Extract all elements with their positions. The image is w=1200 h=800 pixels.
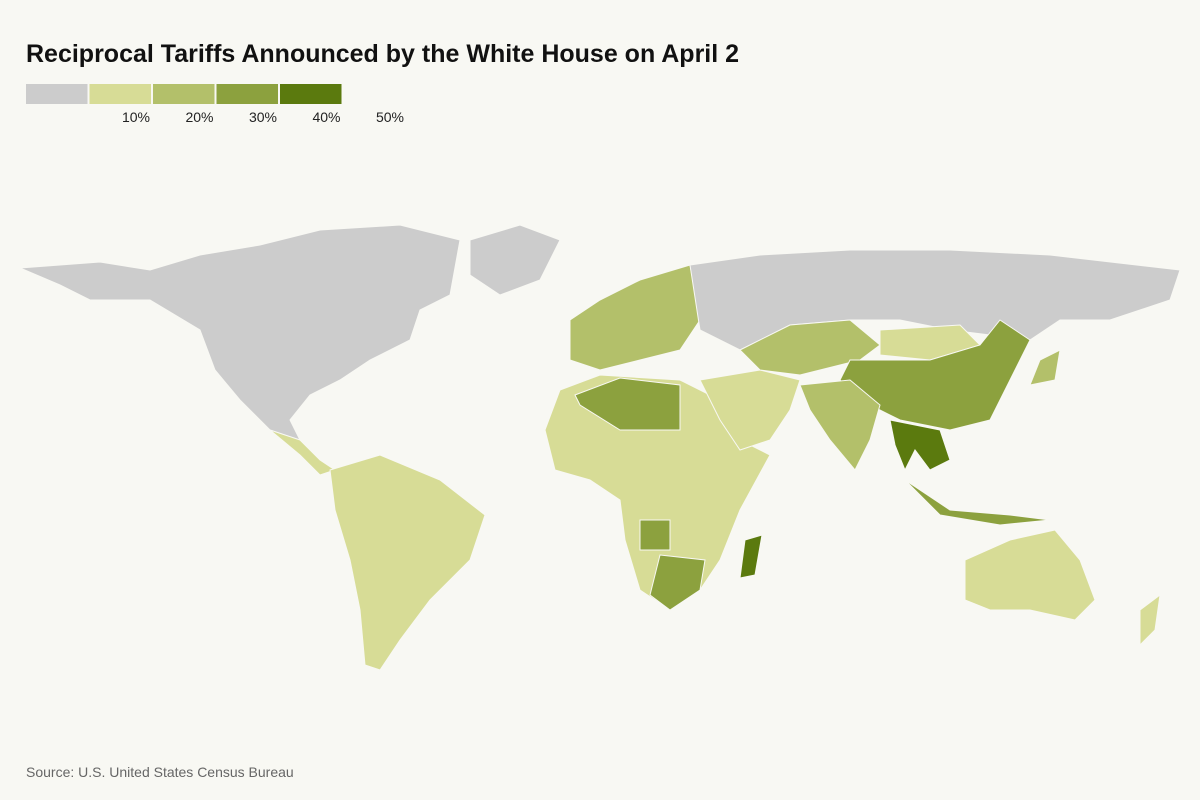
india	[799, 379, 881, 471]
greenland	[469, 224, 561, 296]
legend-label: 50%	[376, 109, 404, 125]
angola	[639, 519, 671, 551]
legend: 10% 20% 30% 40% 50%	[26, 84, 404, 125]
indonesia	[904, 479, 1051, 526]
world-map	[19, 224, 1181, 671]
middle-east	[699, 369, 801, 451]
southern-africa	[649, 554, 706, 611]
title: Reciprocal Tariffs Announced by the Whit…	[26, 40, 739, 68]
source: Source: U.S. United States Census Bureau	[26, 764, 294, 780]
north-america	[19, 224, 461, 441]
australia	[964, 529, 1096, 621]
legend-label: 40%	[312, 109, 340, 125]
madagascar	[739, 534, 763, 579]
central-asia	[739, 319, 881, 376]
south-america	[329, 454, 486, 671]
legend-swatch	[89, 84, 151, 104]
legend-label: 10%	[122, 109, 150, 125]
legend-swatch	[216, 84, 278, 104]
legend-label: 20%	[185, 109, 213, 125]
legend-swatch	[153, 84, 215, 104]
southeast-asia	[889, 419, 951, 472]
legend-swatch	[26, 84, 88, 104]
europe	[569, 264, 701, 371]
north-africa	[574, 377, 681, 431]
legend-swatch	[280, 84, 342, 104]
japan	[1029, 349, 1061, 386]
new-zealand	[1139, 593, 1161, 647]
legend-label: 30%	[249, 109, 277, 125]
